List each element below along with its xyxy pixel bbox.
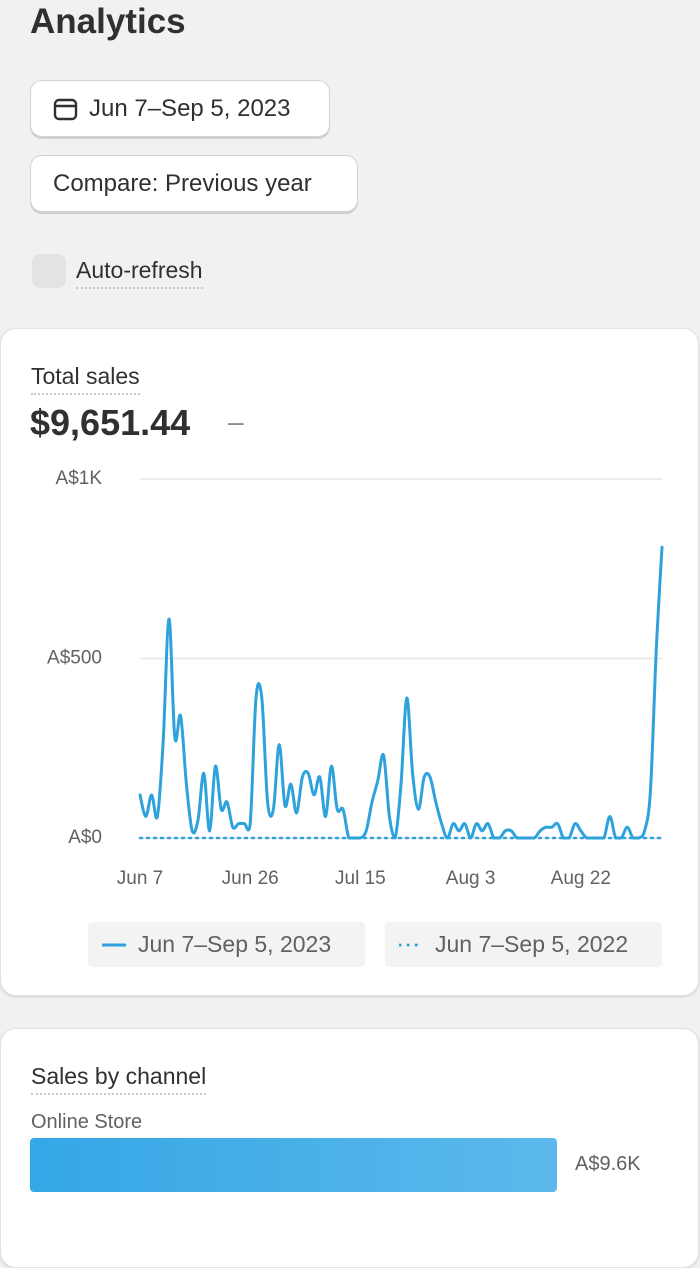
legend-item[interactable]: Jun 7–Sep 5, 2022	[385, 922, 662, 967]
date-range-text: Jun 7–Sep 5, 2023	[89, 94, 291, 122]
x-tick-label: Jul 15	[335, 868, 386, 889]
legend-label: Jun 7–Sep 5, 2023	[138, 931, 332, 957]
y-tick-label: A$0	[68, 827, 102, 848]
page-title: Analytics	[30, 2, 186, 41]
channel-value-label: A$9.6K	[575, 1153, 641, 1175]
auto-refresh-label[interactable]: Auto-refresh	[76, 257, 203, 289]
series-line	[138, 545, 664, 840]
x-tick-label: Jun 7	[117, 868, 163, 889]
total-sales-value: $9,651.44	[30, 402, 191, 443]
legend-label: Jun 7–Sep 5, 2022	[435, 931, 629, 957]
total-sales-card	[0, 328, 699, 996]
y-tick-label: A$500	[47, 648, 102, 669]
channel-card-title: Sales by channel	[31, 1063, 207, 1095]
x-tick-label: Jun 26	[222, 868, 279, 889]
x-tick-label: Aug 3	[446, 868, 496, 889]
total-sales-change: –	[228, 406, 244, 437]
compare-text: Compare: Previous year	[53, 169, 312, 197]
channel-label: Online Store	[31, 1111, 143, 1133]
calendar-icon	[53, 98, 78, 120]
date-range-button[interactable]: Jun 7–Sep 5, 2023	[30, 80, 330, 137]
line-chart: A$0 A$500 A$1K Jun 7 Jun 26 Jul 15 Aug 3 Aug 22	[47, 468, 664, 889]
channel-bar	[30, 1138, 557, 1192]
legend-swatch	[399, 943, 423, 946]
legend-item[interactable]: Jun 7–Sep 5, 2023	[88, 922, 365, 967]
legend-swatch	[102, 943, 126, 946]
compare-button[interactable]: Compare: Previous year	[30, 155, 358, 212]
x-tick-label: Aug 22	[551, 868, 611, 889]
auto-refresh-checkbox[interactable]	[32, 254, 66, 288]
y-tick-label: A$1K	[56, 468, 103, 489]
total-sales-label: Total sales	[31, 363, 140, 395]
